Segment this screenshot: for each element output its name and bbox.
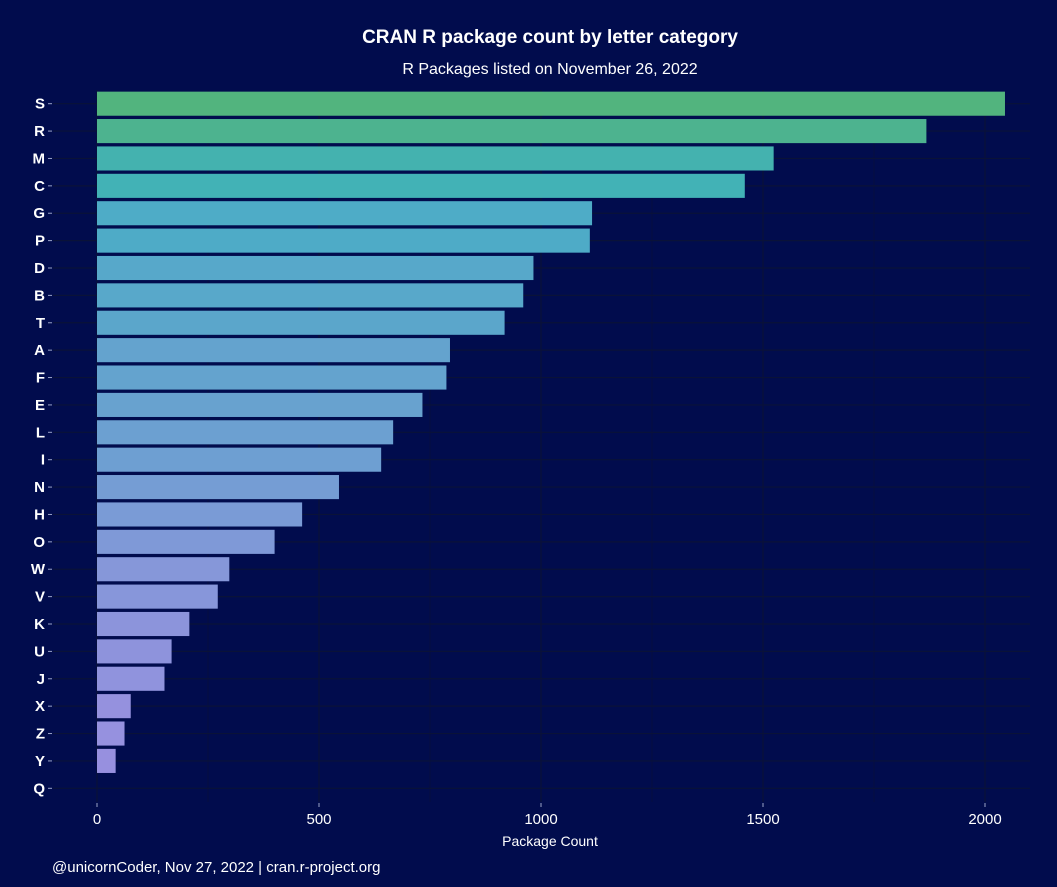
y-tick-label-I: I bbox=[41, 452, 45, 469]
y-tick-label-T: T bbox=[36, 315, 45, 332]
x-axis-label: Package Count bbox=[502, 833, 598, 849]
bar-X bbox=[97, 694, 131, 719]
y-tick-label-O: O bbox=[33, 534, 45, 551]
bar-F bbox=[97, 365, 447, 390]
y-tick-label-Z: Z bbox=[36, 726, 45, 743]
bar-U bbox=[97, 639, 172, 664]
y-tick-label-F: F bbox=[36, 370, 45, 387]
y-tick-label-Y: Y bbox=[35, 753, 45, 770]
y-tick-label-H: H bbox=[34, 506, 45, 523]
bar-P bbox=[97, 228, 590, 253]
bar-B bbox=[97, 283, 524, 308]
y-tick-label-K: K bbox=[34, 616, 45, 633]
x-tick-label: 1000 bbox=[524, 811, 557, 828]
bar-S bbox=[97, 91, 1005, 116]
bar-C bbox=[97, 173, 745, 198]
y-tick-label-E: E bbox=[35, 397, 45, 414]
bar-R bbox=[97, 119, 927, 144]
x-tick-label: 2000 bbox=[968, 811, 1001, 828]
y-tick-label-A: A bbox=[34, 342, 45, 359]
bar-M bbox=[97, 146, 774, 171]
y-tick-label-D: D bbox=[34, 260, 45, 277]
y-tick-label-L: L bbox=[36, 424, 45, 441]
bar-J bbox=[97, 666, 165, 691]
y-tick-label-X: X bbox=[35, 698, 45, 715]
bar-Y bbox=[97, 748, 116, 773]
y-tick-label-B: B bbox=[34, 287, 45, 304]
y-tick-label-C: C bbox=[34, 178, 45, 195]
y-tick-label-Q: Q bbox=[33, 780, 45, 797]
y-tick-label-J: J bbox=[37, 671, 45, 688]
bar-W bbox=[97, 557, 230, 582]
chart-title: CRAN R package count by letter category bbox=[362, 27, 738, 48]
bar-N bbox=[97, 475, 339, 500]
y-tick-label-U: U bbox=[34, 643, 45, 660]
bar-L bbox=[97, 420, 394, 445]
bar-H bbox=[97, 502, 303, 527]
y-tick-label-P: P bbox=[35, 233, 45, 250]
x-tick-label: 1500 bbox=[746, 811, 779, 828]
x-tick-label: 0 bbox=[93, 811, 101, 828]
bar-Z bbox=[97, 721, 125, 746]
y-tick-label-V: V bbox=[35, 589, 45, 606]
x-axis: 0 500 1000 1500 2000 bbox=[93, 803, 1002, 828]
bar-V bbox=[97, 584, 218, 609]
x-tick-label: 500 bbox=[306, 811, 331, 828]
bar-K bbox=[97, 611, 190, 637]
y-tick-label-G: G bbox=[33, 205, 45, 222]
bar-A bbox=[97, 338, 450, 363]
bar-O bbox=[97, 529, 275, 554]
y-tick-label-W: W bbox=[31, 561, 46, 578]
chart-caption: @unicornCoder, Nov 27, 2022 | cran.r-pro… bbox=[52, 859, 380, 876]
y-tick-label-S: S bbox=[35, 96, 45, 113]
bar-I bbox=[97, 447, 382, 472]
bar-E bbox=[97, 392, 423, 417]
chart-subtitle: R Packages listed on November 26, 2022 bbox=[402, 61, 697, 78]
y-tick-label-M: M bbox=[33, 150, 46, 167]
bars bbox=[97, 91, 1005, 773]
bar-D bbox=[97, 255, 534, 281]
bar-G bbox=[97, 201, 593, 226]
y-tick-label-R: R bbox=[34, 123, 45, 140]
y-tick-label-N: N bbox=[34, 479, 45, 496]
bar-T bbox=[97, 310, 505, 335]
